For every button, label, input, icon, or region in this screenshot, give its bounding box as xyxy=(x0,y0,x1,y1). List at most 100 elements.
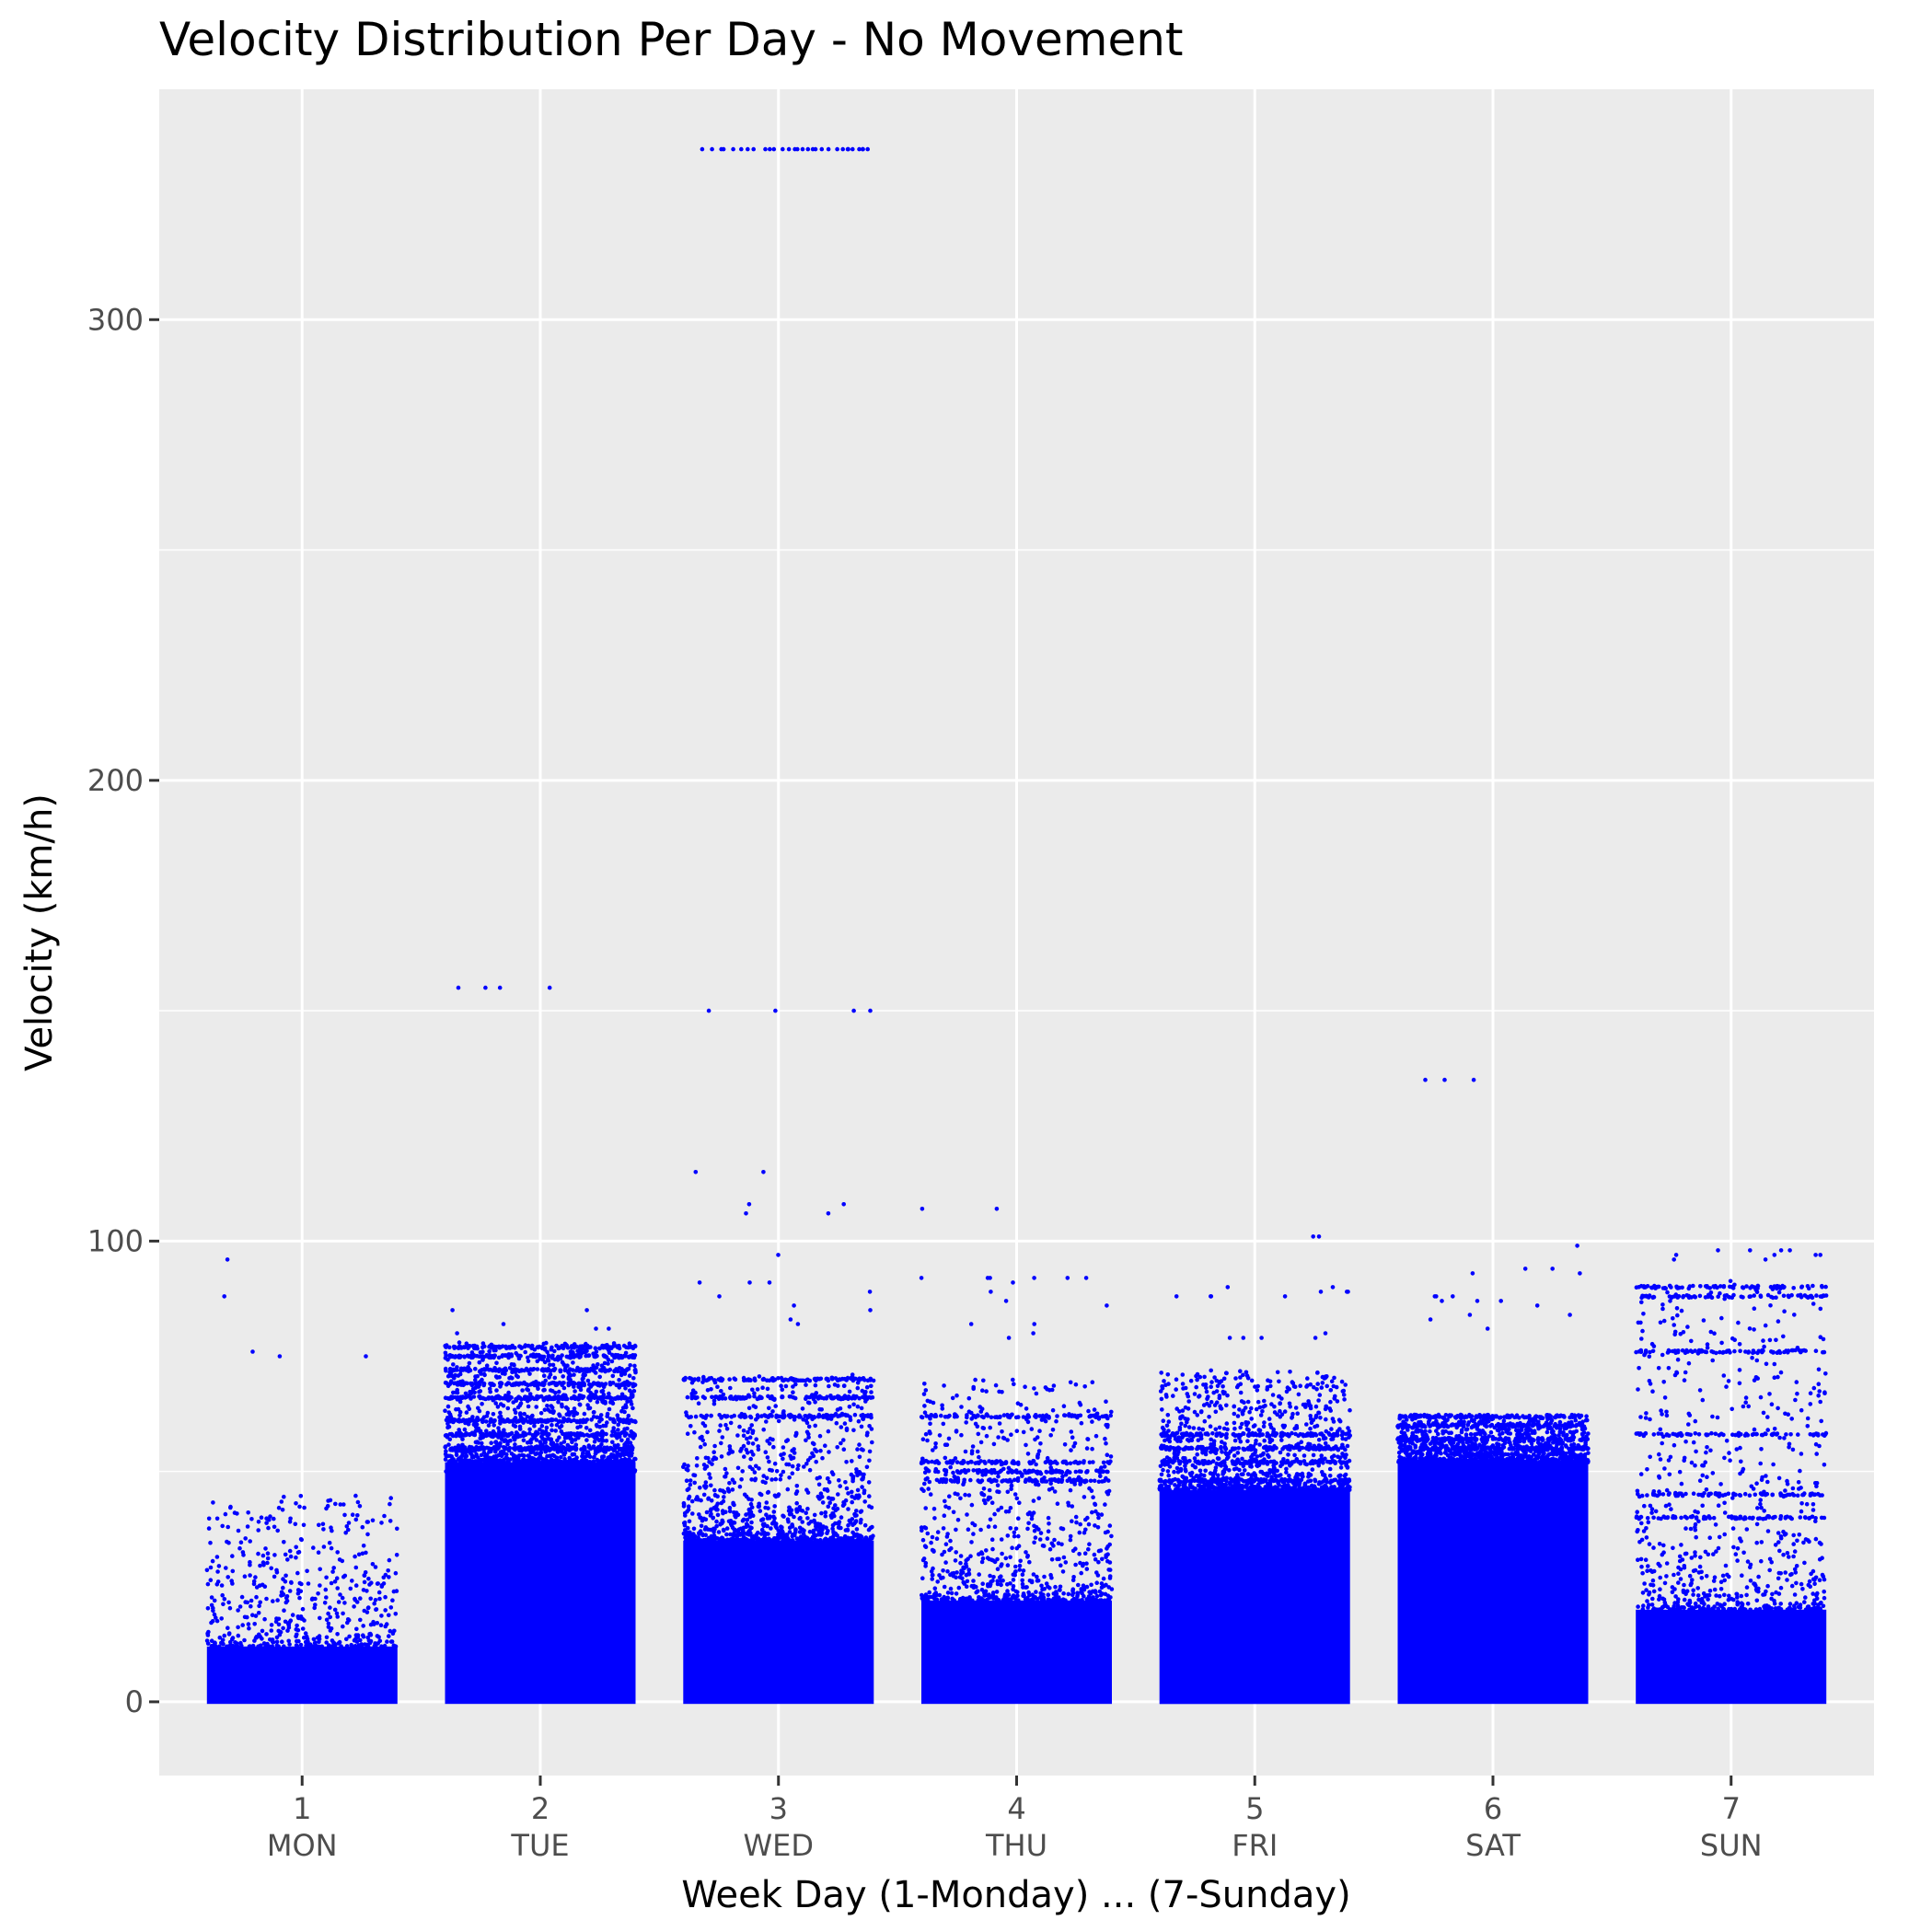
data-point xyxy=(764,1500,769,1505)
data-point xyxy=(849,1536,853,1541)
data-point xyxy=(1090,1510,1094,1515)
data-point xyxy=(772,1516,777,1521)
data-point xyxy=(550,1353,555,1359)
data-point xyxy=(600,1470,606,1475)
data-point xyxy=(627,1388,632,1394)
data-point xyxy=(692,1480,697,1486)
data-point xyxy=(361,1588,366,1592)
data-point xyxy=(378,1623,384,1627)
data-point xyxy=(512,1470,517,1475)
data-point xyxy=(606,1455,610,1461)
data-point xyxy=(250,1349,255,1354)
data-point xyxy=(452,1345,457,1350)
data-point xyxy=(804,1462,809,1466)
data-point xyxy=(353,1596,357,1602)
data-point xyxy=(1003,1556,1009,1561)
data-point xyxy=(710,146,714,152)
data-point xyxy=(703,1480,709,1485)
data-point xyxy=(1066,1500,1070,1506)
data-point xyxy=(790,1448,794,1453)
data-point xyxy=(538,1354,544,1359)
data-point xyxy=(618,1459,623,1463)
data-point xyxy=(805,146,811,152)
data-point xyxy=(283,1552,288,1557)
data-point xyxy=(273,1619,279,1625)
data-point xyxy=(556,1400,561,1405)
dense-points-block xyxy=(683,1540,874,1705)
data-point xyxy=(715,1384,720,1389)
data-point xyxy=(856,1493,862,1498)
data-point xyxy=(263,1546,268,1551)
data-point xyxy=(282,1494,286,1499)
data-point xyxy=(803,1414,807,1418)
data-point xyxy=(933,1441,938,1446)
data-point xyxy=(1065,1469,1070,1474)
data-point xyxy=(342,1601,347,1605)
data-point xyxy=(768,146,772,152)
data-point xyxy=(1104,1399,1108,1404)
data-point xyxy=(270,1639,275,1645)
data-point xyxy=(1090,1380,1095,1384)
data-point xyxy=(842,1395,848,1400)
data-point xyxy=(710,1534,715,1540)
data-point xyxy=(990,1591,996,1595)
data-point xyxy=(337,1557,342,1562)
data-point xyxy=(977,1572,981,1577)
data-point xyxy=(365,1520,371,1524)
data-point xyxy=(620,1446,626,1452)
data-point xyxy=(1073,1546,1078,1551)
data-point xyxy=(449,1368,454,1372)
data-point xyxy=(249,1517,254,1521)
data-point xyxy=(341,1502,346,1507)
data-point xyxy=(464,1452,469,1458)
data-point xyxy=(690,1511,695,1516)
data-point xyxy=(684,1413,689,1418)
data-point xyxy=(1083,1527,1088,1533)
data-point xyxy=(984,1389,989,1394)
data-point xyxy=(749,1423,754,1428)
data-point xyxy=(857,1395,862,1401)
data-point xyxy=(806,1431,811,1437)
data-point xyxy=(1053,1584,1058,1590)
data-point xyxy=(629,1402,634,1406)
data-point xyxy=(800,1406,805,1411)
data-point xyxy=(499,1453,504,1459)
data-point xyxy=(632,1367,638,1372)
data-point xyxy=(511,1382,515,1388)
data-point xyxy=(539,1456,545,1462)
data-point xyxy=(574,1344,579,1349)
data-point xyxy=(578,1387,584,1393)
data-point xyxy=(820,1455,825,1461)
data-point xyxy=(506,1460,511,1464)
data-point xyxy=(847,1405,852,1409)
data-point xyxy=(850,1489,854,1495)
data-point xyxy=(1084,1584,1090,1590)
data-point xyxy=(625,1468,630,1473)
data-point xyxy=(855,1385,861,1391)
data-point xyxy=(615,1369,620,1374)
data-point xyxy=(388,1501,392,1507)
data-point xyxy=(445,1404,451,1409)
data-point xyxy=(328,1644,332,1649)
data-point xyxy=(950,1395,955,1401)
data-point xyxy=(1059,1542,1064,1547)
data-point xyxy=(600,1382,605,1387)
data-point xyxy=(457,1354,462,1359)
data-point xyxy=(981,1378,986,1383)
data-point xyxy=(481,1371,487,1377)
data-point xyxy=(930,1534,935,1540)
data-point xyxy=(562,1368,568,1373)
data-point xyxy=(798,1378,804,1383)
data-point xyxy=(688,1538,693,1543)
data-point xyxy=(547,1469,551,1475)
data-point xyxy=(580,1376,585,1382)
data-point xyxy=(859,1377,864,1382)
data-point xyxy=(505,1396,510,1402)
data-point xyxy=(346,1521,352,1525)
data-point xyxy=(624,1396,629,1401)
data-point xyxy=(761,1170,766,1174)
data-point xyxy=(792,1395,798,1401)
data-point xyxy=(980,1556,986,1561)
data-point xyxy=(699,1538,703,1543)
data-point xyxy=(631,1355,637,1360)
